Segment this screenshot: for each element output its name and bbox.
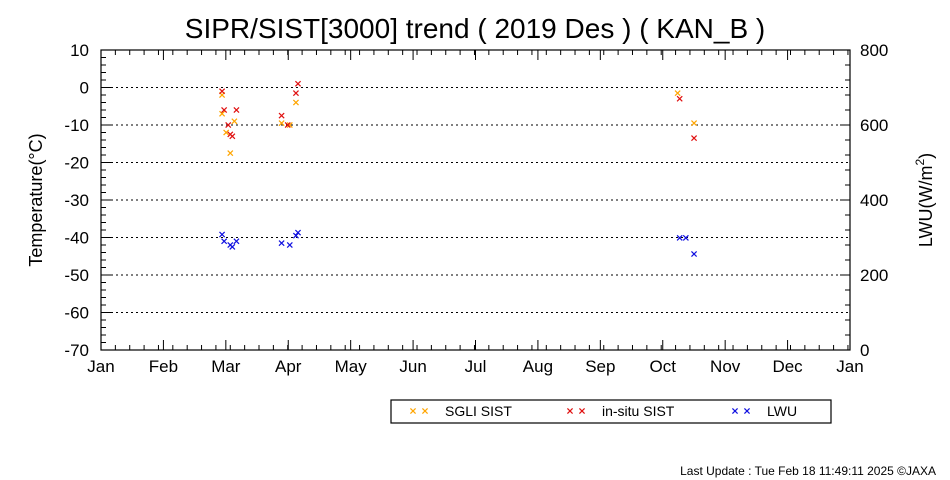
chart-title: SIPR/SIST[3000] trend ( 2019 Des ) ( KAN…	[185, 13, 765, 44]
x-tick-label: Jun	[399, 357, 426, 376]
legend-marker	[578, 407, 586, 415]
legend-marker	[566, 407, 574, 415]
data-point	[676, 234, 683, 241]
x-tick-label: Aug	[523, 357, 553, 376]
data-point	[278, 112, 285, 119]
legend-marker	[421, 407, 429, 415]
y-tick-label: -20	[64, 154, 89, 173]
data-point	[221, 106, 228, 114]
x-tick-label: Oct	[650, 357, 677, 376]
legend-label: in-situ SIST	[602, 403, 675, 419]
y2-tick-labels: 800 600 400 200 0	[860, 41, 888, 360]
y-tick-label: 0	[80, 79, 89, 98]
axis-ticks	[100, 49, 851, 351]
data-point	[221, 238, 228, 245]
y-tick-label: -70	[64, 341, 89, 360]
legend: SGLI SIST in-situ SIST LWU	[390, 399, 832, 424]
legend-marker	[409, 407, 417, 415]
legend-marker	[731, 407, 739, 415]
y2-tick-label: 200	[860, 266, 888, 285]
x-tick-labels: Jan Feb Mar Apr May Jun Jul Aug Sep Oct Nov Dec Jan	[87, 357, 863, 376]
x-tick-label: Jul	[465, 357, 487, 376]
x-tick-label: Mar	[211, 357, 241, 376]
last-update-text: Last Update : Tue Feb 18 11:49:11 2025 ©…	[680, 464, 936, 478]
data-point	[233, 238, 240, 245]
legend-item: in-situ SIST	[566, 403, 675, 419]
data-point	[223, 129, 230, 136]
x-tick-label: Jan	[836, 357, 863, 376]
data-point	[278, 240, 285, 247]
x-tick-label: Nov	[710, 357, 741, 376]
legend-label: LWU	[767, 403, 797, 419]
y-tick-label: -40	[64, 229, 89, 248]
y2-tick-label: 0	[860, 341, 869, 360]
y2-tick-label: 800	[860, 41, 888, 60]
legend-marker	[743, 407, 751, 415]
data-points	[219, 80, 698, 258]
y-axis-label: Temperature(°C)	[26, 133, 46, 266]
data-point	[674, 90, 681, 97]
y-tick-label: 10	[70, 41, 89, 60]
data-point	[225, 121, 232, 129]
x-tick-label: Dec	[772, 357, 803, 376]
legend-item: SGLI SIST	[409, 403, 512, 419]
legend-box	[390, 399, 832, 424]
x-tick-label: Apr	[275, 357, 302, 376]
y2-tick-label: 400	[860, 191, 888, 210]
data-point	[292, 99, 299, 106]
y-tick-labels: 10 0 -10 -20 -30 -40 -50 -60 -70	[64, 41, 89, 360]
data-point	[229, 133, 236, 140]
y-tick-label: -50	[64, 266, 89, 285]
y-tick-label: -10	[64, 116, 89, 135]
chart: SIPR/SIST[3000] trend ( 2019 Des ) ( KAN…	[26, 13, 936, 424]
y2-axis-label: LWU(W/m2)	[913, 153, 936, 247]
data-point	[286, 121, 293, 129]
data-point	[292, 232, 299, 239]
data-point	[233, 106, 240, 114]
data-point	[691, 135, 698, 142]
data-point	[219, 88, 226, 95]
data-point	[231, 118, 238, 125]
data-point	[278, 120, 285, 127]
data-point	[292, 90, 299, 97]
legend-label: SGLI SIST	[445, 403, 512, 419]
legend-item: LWU	[731, 403, 797, 419]
data-point	[219, 231, 226, 238]
data-point	[294, 80, 302, 87]
data-point	[676, 95, 683, 102]
grid-lines	[101, 87, 850, 313]
x-tick-label: May	[335, 357, 368, 376]
data-point	[219, 110, 226, 117]
data-point	[691, 120, 698, 127]
data-point	[229, 243, 236, 250]
x-tick-label: Feb	[149, 357, 178, 376]
data-point	[286, 241, 293, 249]
y2-tick-label: 600	[860, 116, 888, 135]
y-tick-label: -30	[64, 191, 89, 210]
data-point	[284, 121, 291, 129]
data-point	[691, 250, 698, 258]
x-tick-label: Sep	[585, 357, 615, 376]
data-point	[294, 229, 302, 236]
y-tick-label: -60	[64, 304, 89, 323]
x-tick-label: Jan	[87, 357, 114, 376]
data-point	[227, 150, 234, 157]
data-point	[682, 234, 689, 241]
